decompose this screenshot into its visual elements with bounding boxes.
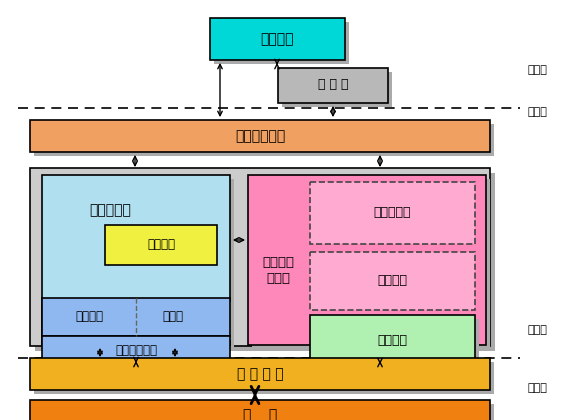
Bar (30, 120, 490, 152)
Bar (35, 173, 495, 351)
Bar (282, 72, 392, 107)
Text: 硬    件: 硬 件 (243, 408, 277, 420)
Bar (210, 18, 345, 60)
Text: 系统调用接口: 系统调用接口 (235, 129, 285, 143)
Text: 硬 件 控 制: 硬 件 控 制 (236, 367, 284, 381)
Bar (252, 179, 490, 349)
Text: 进程控制: 进程控制 (262, 255, 294, 268)
Text: 设备驱动程序: 设备驱动程序 (115, 344, 157, 357)
Bar (42, 175, 230, 345)
Bar (105, 225, 217, 265)
Bar (278, 68, 388, 103)
Text: 内核级: 内核级 (528, 325, 548, 335)
Bar (42, 298, 230, 336)
Bar (42, 336, 230, 366)
Bar (30, 358, 490, 390)
Text: 字符设备: 字符设备 (75, 310, 103, 323)
Text: 高速缓冲: 高速缓冲 (147, 239, 175, 252)
Text: 文件子系统: 文件子系统 (89, 203, 131, 217)
Bar (310, 182, 475, 244)
Text: 进程间通信: 进程间通信 (373, 207, 411, 220)
Bar (46, 302, 234, 340)
Text: 用户级: 用户级 (528, 65, 548, 75)
Text: 子系统: 子系统 (266, 271, 290, 284)
Bar (310, 315, 475, 367)
Bar (34, 404, 494, 420)
Text: 块设备: 块设备 (163, 310, 184, 323)
Bar (310, 252, 475, 310)
Text: 用户程序: 用户程序 (260, 32, 294, 46)
Bar (46, 179, 234, 349)
Text: 硬件级: 硬件级 (528, 383, 548, 393)
Bar (314, 319, 479, 371)
Text: 调度程序: 调度程序 (377, 275, 407, 288)
Text: 函 数 库: 函 数 库 (318, 79, 348, 92)
Bar (214, 22, 349, 64)
Bar (34, 124, 494, 156)
Bar (34, 362, 494, 394)
Bar (30, 400, 490, 420)
Text: 内存管理: 内存管理 (377, 334, 407, 347)
Bar (248, 175, 486, 345)
Text: 内核级: 内核级 (528, 107, 548, 117)
Bar (30, 168, 490, 346)
